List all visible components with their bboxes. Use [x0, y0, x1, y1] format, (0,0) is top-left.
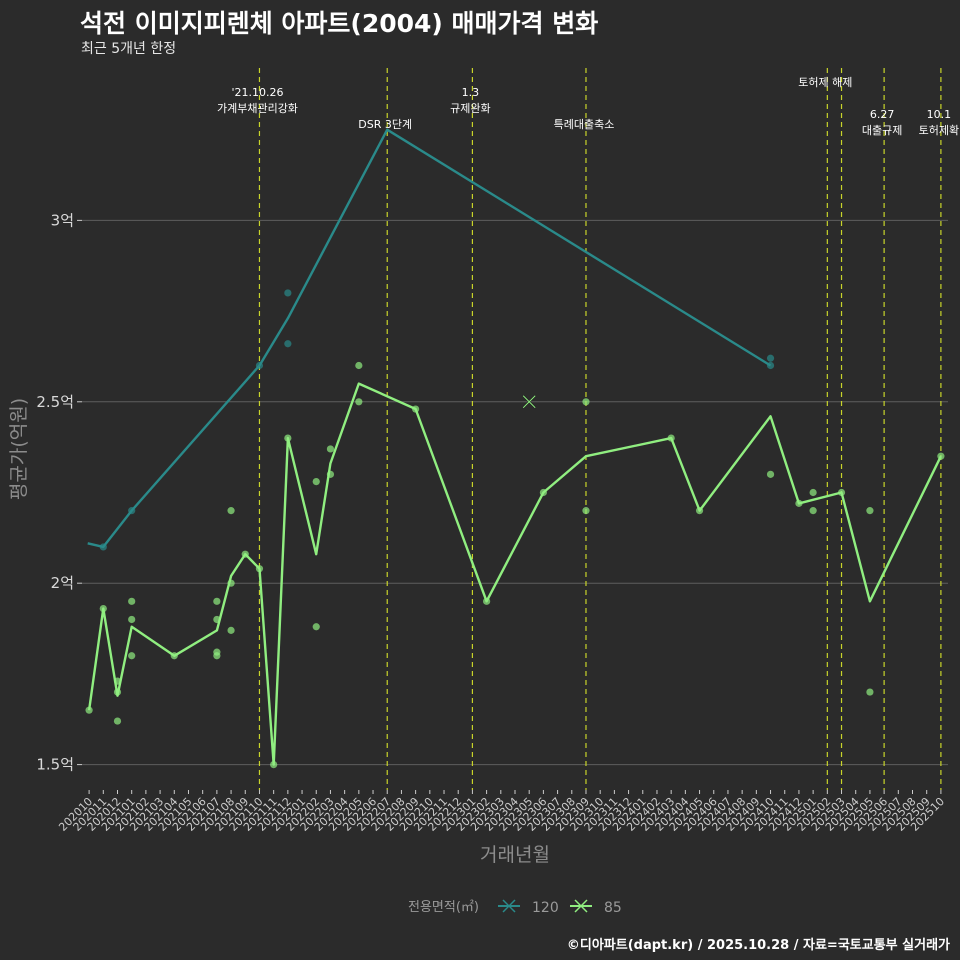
grid-lines: [82, 219, 948, 766]
point-85: [582, 398, 590, 406]
point-85: [113, 688, 122, 696]
point-85: [837, 488, 846, 497]
point-85: [795, 499, 803, 507]
point-120: [99, 543, 107, 551]
point-85: [866, 688, 874, 696]
point-85: [227, 626, 235, 634]
point-85: [213, 652, 221, 660]
event-label: 6.27: [870, 108, 895, 121]
point-85: [326, 445, 335, 453]
event-label: 토허제확: [919, 124, 959, 137]
point-85: [412, 405, 420, 413]
legend: 전용면적(㎡) 120 85: [408, 899, 622, 916]
point-85: [355, 398, 363, 406]
event-label: 토허제 해제: [798, 75, 852, 89]
point-85: [270, 761, 278, 769]
series-lines: [87, 128, 942, 766]
point-85: [766, 470, 775, 478]
legend-key-cross-85: [574, 899, 588, 913]
y-tick-label: 2억: [51, 574, 74, 592]
point-85: [355, 361, 363, 370]
point-85: [312, 623, 320, 631]
point-85: [113, 677, 122, 685]
event-label: '21.10.26: [231, 86, 283, 99]
event-label: 특례대출축소: [554, 118, 615, 131]
point-85: [284, 434, 292, 442]
point-85: [99, 604, 107, 613]
event-label: DSR 3단계: [358, 118, 412, 131]
chart-title: 석전 이미지피렌체 아파트(2004) 매매가격 변화: [80, 9, 599, 38]
point-120: [128, 507, 136, 515]
point-120: [284, 340, 292, 348]
source-caption: ©디아파트(dapt.kr) / 2025.10.28 / 자료=국토교통부 실…: [566, 938, 950, 953]
legend-key-cross-120: [502, 899, 516, 913]
point-120: [255, 361, 264, 370]
point-120: [766, 354, 775, 362]
point-120: [766, 361, 775, 370]
event-label: 1.3: [462, 86, 480, 99]
point-85: [213, 615, 221, 624]
point-85: [582, 507, 590, 515]
point-85: [227, 507, 235, 515]
series-line-120: [87, 128, 772, 549]
y-tick-label: 1.5억: [36, 756, 74, 774]
point-85: [241, 550, 249, 558]
point-85: [809, 507, 817, 515]
point-85: [113, 717, 122, 725]
point-85: [866, 507, 874, 515]
point-120: [284, 289, 292, 297]
axes: 1.5억2억2.5억3억2020102020112020122021012021…: [8, 211, 947, 866]
point-85: [128, 652, 136, 660]
point-85: [312, 478, 320, 486]
x-axis-title: 거래년월: [480, 844, 550, 866]
cross-stroke: [522, 395, 536, 409]
point-85: [255, 565, 264, 573]
event-label: 규제완화: [450, 102, 490, 115]
series-line-85: [87, 382, 942, 766]
point-85: [539, 488, 547, 497]
point-85: [326, 470, 335, 478]
event-label: 가계부채관리강화: [217, 102, 298, 115]
point-85: [483, 597, 491, 605]
point-85: [667, 434, 675, 442]
point-85: [213, 597, 221, 605]
y-tick-label: 2.5억: [36, 393, 74, 411]
transaction-points: [85, 289, 945, 769]
legend-label-85: 85: [604, 900, 622, 916]
point-85: [170, 652, 178, 660]
cross-marker-85: [522, 395, 536, 409]
point-85: [695, 507, 704, 515]
point-85: [809, 488, 817, 497]
y-tick-label: 3억: [51, 211, 74, 229]
point-85: [937, 452, 945, 460]
event-label: 10.1: [927, 108, 952, 121]
point-85: [85, 706, 93, 714]
point-85: [128, 597, 136, 605]
y-axis-title: 평균가(억원): [8, 398, 30, 500]
legend-title: 전용면적(㎡): [408, 900, 479, 915]
chart-subtitle: 최근 5개년 한정: [81, 41, 177, 57]
event-label: 대출규제: [862, 124, 902, 137]
legend-label-120: 120: [532, 900, 559, 916]
point-85: [227, 579, 235, 587]
point-85: [128, 615, 136, 624]
